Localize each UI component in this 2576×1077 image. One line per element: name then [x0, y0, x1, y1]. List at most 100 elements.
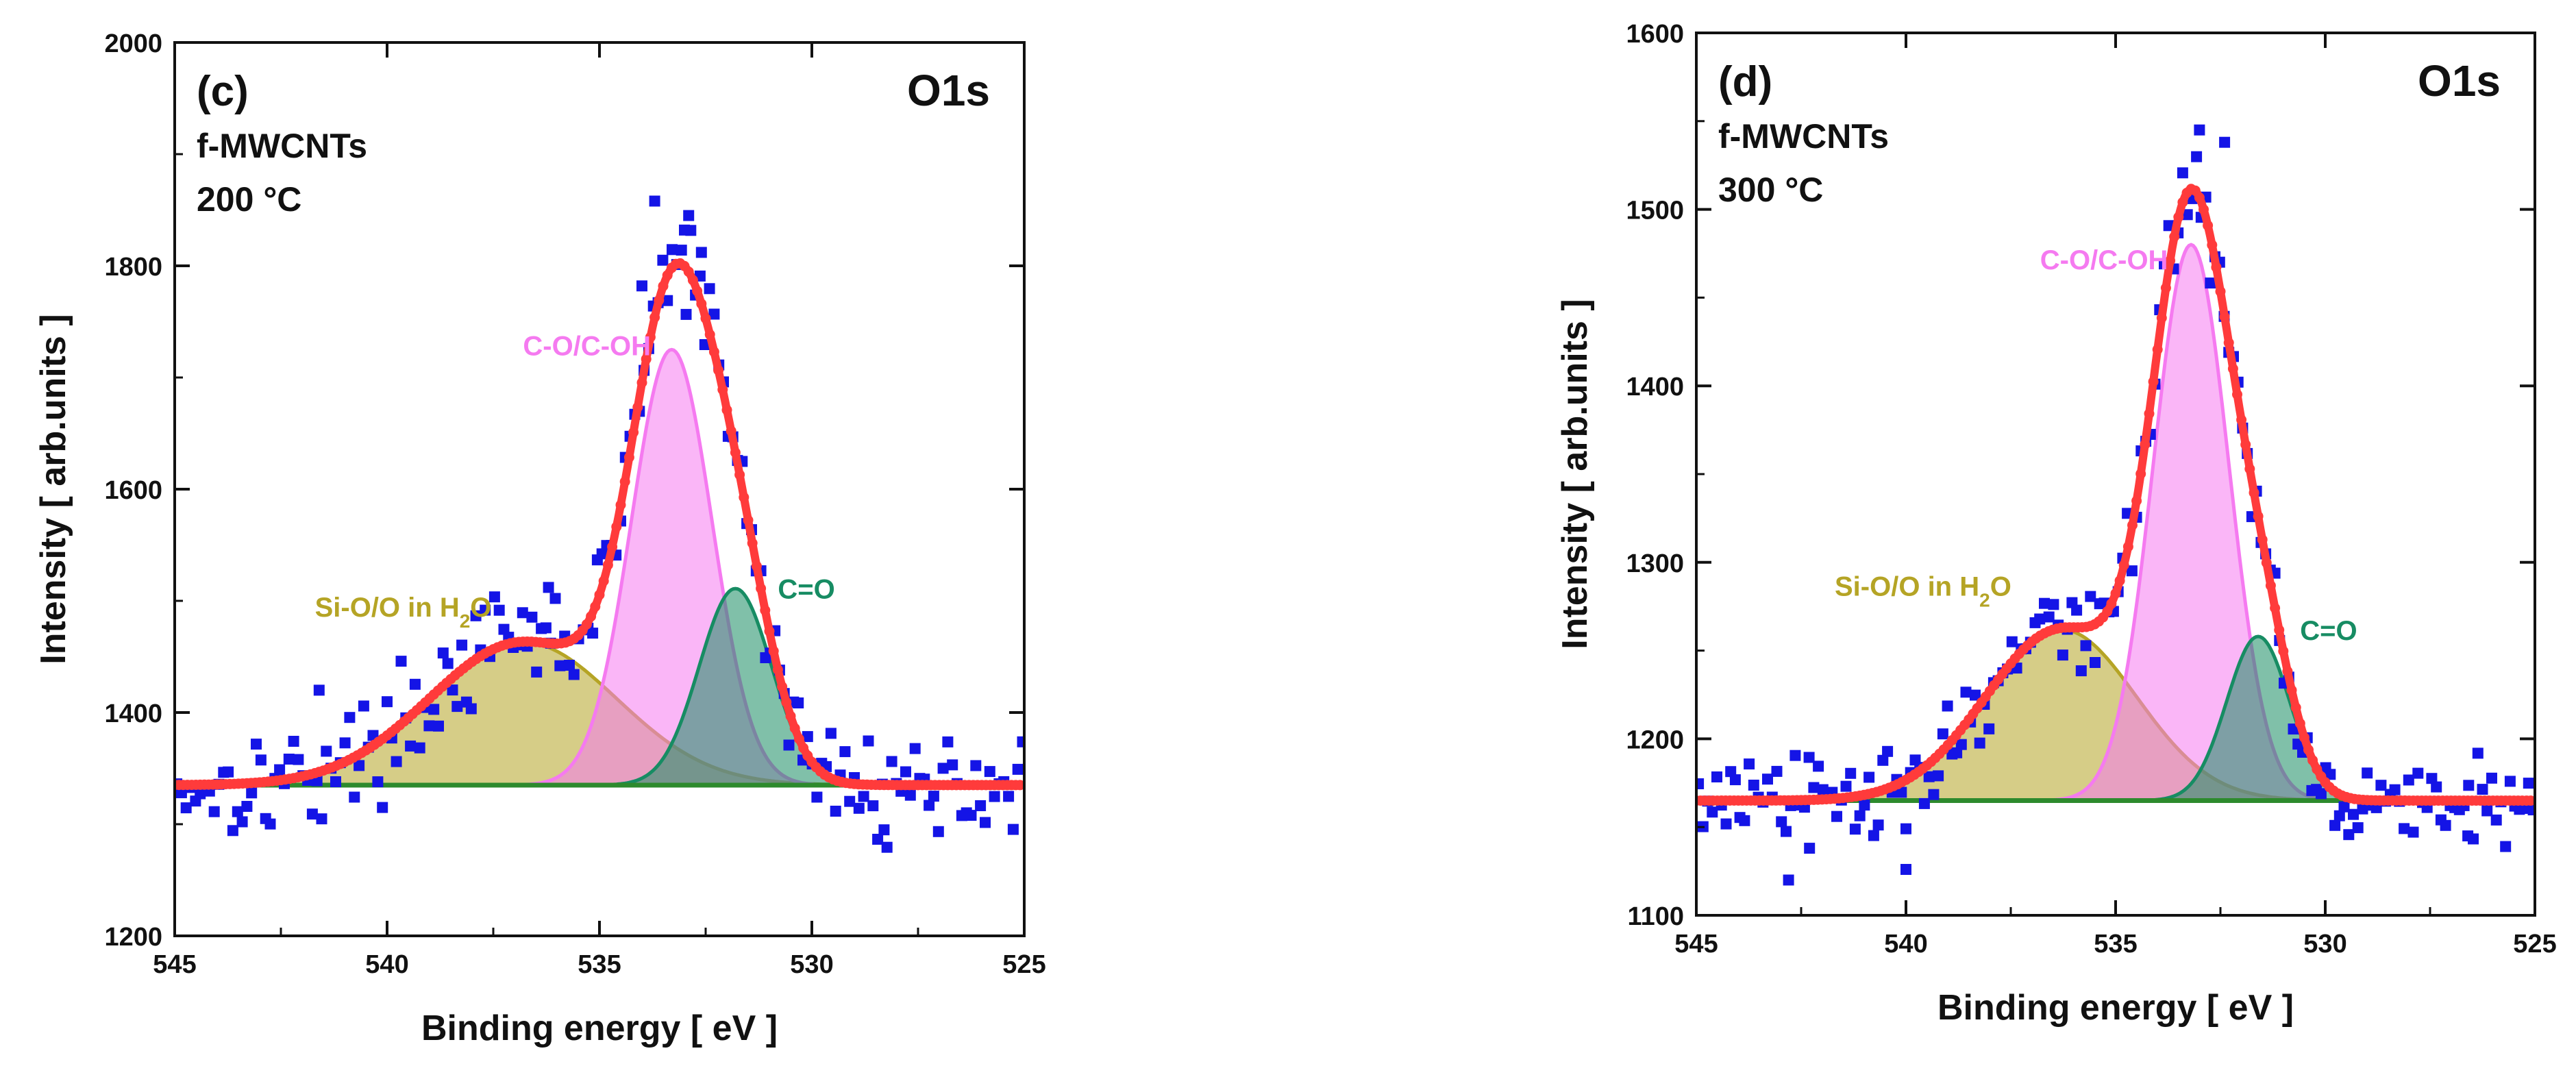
- panel-d-envelope-marker: [2131, 495, 2142, 506]
- panel-c-envelope-marker: [785, 710, 796, 721]
- panel-c-y-tick-label: 1600: [104, 476, 162, 505]
- panel-d-data-point: [1868, 830, 1879, 841]
- panel-d-envelope-marker: [2194, 192, 2205, 203]
- panel-d-envelope-marker: [2232, 389, 2242, 400]
- panel-d-region-label: O1s: [2418, 56, 2501, 106]
- panel-c-envelope-marker: [751, 560, 762, 571]
- panel-d-envelope-marker: [2203, 220, 2214, 231]
- panel-d-data-point: [1900, 864, 1911, 875]
- panel-c-ticks: 545 540 535 530 525 1200 1400 1600 1800 2000: [104, 29, 1045, 979]
- panel-d-data-point: [1762, 773, 1773, 785]
- panel-c-annotation-c-eq-o: C=O: [778, 575, 834, 605]
- panel-c-data-point: [264, 818, 276, 830]
- panel-c-data-point: [313, 684, 325, 696]
- panel-c-envelope-marker: [743, 515, 754, 525]
- panel-c-envelope-marker: [662, 270, 673, 281]
- panel-d-envelope-marker: [2227, 363, 2238, 374]
- panel-d-envelope-marker: [2236, 414, 2247, 425]
- panel-c-annotation-si-o-main: Si-O/O in H: [315, 593, 460, 623]
- panel-d-data-point: [1937, 728, 1948, 740]
- panel-d-data-point: [2403, 774, 2414, 786]
- panel-d-envelope-marker: [2144, 408, 2155, 419]
- panel-c-annotation-si-o-tail: O: [470, 593, 491, 623]
- panel-c-data-point: [965, 810, 977, 821]
- panel-d-data-point: [2057, 649, 2068, 661]
- panel-d-data-point: [2472, 747, 2484, 759]
- panel-c-envelope-marker: [789, 723, 800, 734]
- panel-c-x-tick-label: 540: [365, 950, 408, 979]
- panel-d-data-point: [2194, 124, 2205, 136]
- panel-c-data-point: [867, 800, 879, 812]
- panel-c-annotation-si-o-subscript: 2: [460, 610, 471, 631]
- panel-c-envelope-marker: [756, 583, 767, 594]
- panel-d-envelope-marker: [2278, 645, 2289, 656]
- panel-d-data-point: [2463, 780, 2475, 791]
- panel-d-envelope-marker: [2299, 732, 2309, 743]
- panel-d-data-point: [2407, 826, 2419, 838]
- panel-c-data-point: [465, 703, 477, 715]
- panel-c-data-point: [531, 666, 543, 678]
- panel-d-x-tick-label: 540: [1884, 930, 1927, 958]
- panel-c-data-point: [708, 308, 720, 320]
- panel-d-x-tick-label: 525: [2513, 930, 2556, 958]
- panel-d-envelope-marker: [2261, 557, 2272, 568]
- panel-c-data-point: [811, 791, 823, 803]
- panel-c-data-point: [825, 728, 837, 739]
- panel-d-envelope-marker: [2135, 469, 2146, 480]
- panel-d-data-point: [1803, 752, 1815, 763]
- panel-c-envelope-marker: [598, 575, 609, 586]
- panel-c-temperature: 200 °C: [197, 180, 301, 219]
- panel-d-data-point: [2440, 819, 2451, 831]
- panel-c-data-point: [793, 697, 804, 708]
- panel-d-envelope-marker: [2290, 702, 2301, 713]
- panel-d-annotation-si-o-subscript: 2: [1979, 589, 1990, 610]
- panel-d-data-point: [1707, 806, 1718, 818]
- panel-d-envelope-marker: [2110, 588, 2121, 599]
- panel-c-envelope-marker: [760, 605, 771, 616]
- panel-c-data-point: [540, 622, 552, 634]
- panel-d-annotation-si-o: Si-O/O in H2O: [1835, 572, 2011, 611]
- panel-c-data-point: [1007, 824, 1019, 835]
- panel-d-data-point: [1896, 787, 1907, 798]
- panel-d-annotation-c-eq-o: C=O: [2300, 616, 2357, 646]
- panel-c-data-point: [251, 739, 262, 750]
- panel-c-data-point: [241, 801, 253, 812]
- panel-c-data-point: [904, 789, 916, 801]
- panel-d-envelope-marker: [2173, 212, 2184, 223]
- panel-d-envelope-marker: [2244, 463, 2255, 474]
- panel-d-data-point: [2343, 829, 2355, 841]
- panel-d-y-tick-label: 1400: [1626, 373, 1684, 401]
- panel-d-envelope-marker: [2127, 520, 2138, 530]
- panel-c-data-point: [409, 678, 421, 690]
- panel-d-envelope-marker: [2118, 560, 2129, 571]
- panel-c-envelope-marker: [632, 401, 643, 412]
- panel-c-envelope-marker: [658, 281, 669, 292]
- panel-c-data-point: [984, 766, 995, 778]
- panel-d-data-point: [1942, 700, 1953, 712]
- panel-d-data-point: [2090, 657, 2101, 668]
- panel-d-data-point: [1882, 745, 1894, 757]
- panel-c-annotation-c-o: C-O/C-OH: [523, 331, 651, 361]
- panel-d-annotation-si-o-tail: O: [1990, 572, 2011, 602]
- panel-c-data-point: [932, 826, 944, 837]
- panel-d-data-point: [1877, 754, 1889, 766]
- panel-d-data-point: [2504, 776, 2516, 787]
- panel-d-envelope-marker: [2165, 255, 2176, 266]
- panel-d-data-point: [1928, 789, 1940, 800]
- panel-d-data-point: [2357, 803, 2368, 815]
- panel-c-envelope-marker: [654, 295, 665, 306]
- panel-c-data-point: [293, 754, 304, 765]
- panel-d-envelope-marker: [2215, 286, 2226, 297]
- panel-d-envelope-marker: [2307, 755, 2318, 766]
- panel-c-envelope-marker: [747, 538, 758, 549]
- panel-c-data-point: [886, 756, 897, 767]
- panel-d-data-point: [2462, 830, 2474, 842]
- panel-d-envelope-marker: [2525, 795, 2535, 806]
- panel-d-data-point: [1804, 843, 1816, 854]
- panel-c-envelope-marker: [772, 664, 783, 675]
- panel-d-data-point: [2481, 805, 2493, 817]
- panel-d-data-point: [1974, 737, 1985, 749]
- panel-d-data-point: [1831, 810, 1842, 822]
- panel-d-data-point: [1739, 815, 1750, 826]
- panel-c-data-point: [246, 787, 258, 799]
